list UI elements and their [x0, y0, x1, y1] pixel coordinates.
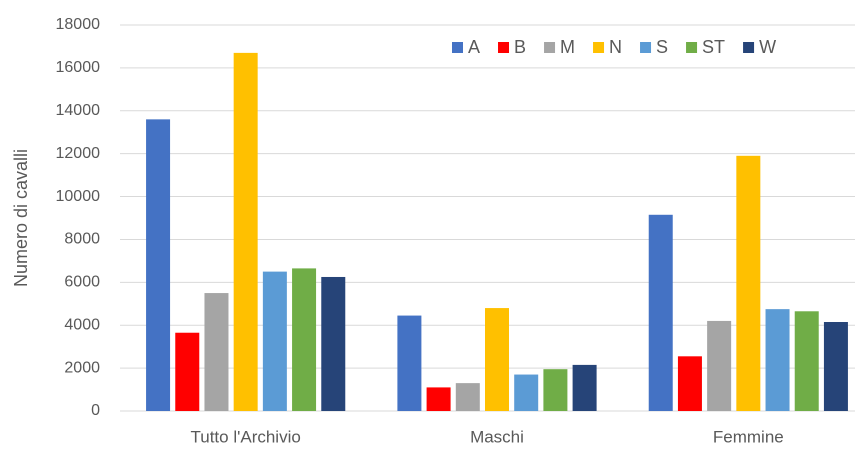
bar: [292, 268, 317, 411]
x-tick-label: Tutto l'Archivio: [191, 427, 301, 446]
x-tick-label: Maschi: [470, 427, 524, 446]
legend-label: ST: [702, 37, 725, 57]
bar: [397, 315, 422, 411]
bar: [543, 369, 568, 411]
bar: [262, 271, 287, 411]
y-tick-label: 6000: [64, 274, 100, 291]
legend-label: S: [656, 37, 668, 57]
y-tick-label: 2000: [64, 359, 100, 376]
bar: [823, 322, 848, 411]
legend-swatch: [593, 42, 605, 53]
bar: [426, 387, 451, 411]
y-tick-label: 8000: [64, 231, 100, 248]
legend-label: M: [560, 37, 575, 57]
bar: [455, 383, 480, 411]
legend-swatch: [743, 42, 755, 53]
y-tick-label: 18000: [56, 16, 101, 33]
legend-swatch: [544, 42, 556, 53]
y-tick-label: 14000: [56, 102, 101, 119]
bar: [146, 119, 171, 411]
y-tick-label: 16000: [56, 59, 101, 76]
bar: [707, 320, 732, 411]
y-tick-label: 4000: [64, 316, 100, 333]
bar: [677, 356, 702, 411]
legend-swatch: [498, 42, 510, 53]
legend-label: W: [759, 37, 776, 57]
bar: [175, 332, 200, 411]
y-axis-title: Numero di cavalli: [11, 149, 31, 287]
bar: [204, 293, 229, 411]
bar: [321, 276, 346, 411]
legend-label: N: [609, 37, 622, 57]
legend-label: B: [514, 37, 526, 57]
legend-label: A: [468, 37, 480, 57]
y-tick-label: 10000: [56, 188, 101, 205]
bar: [233, 52, 258, 411]
bar: [514, 374, 539, 411]
bar: [485, 308, 509, 411]
legend-swatch: [686, 42, 698, 53]
legend-swatch: [452, 42, 463, 53]
bar: [736, 155, 761, 411]
bar: [572, 364, 597, 411]
legend-swatch: [640, 42, 652, 53]
y-tick-label: 12000: [56, 145, 101, 162]
y-tick-label: 0: [91, 402, 100, 419]
bar: [765, 309, 790, 411]
x-tick-label: Femmine: [713, 427, 784, 446]
bar: [648, 214, 673, 411]
bar: [794, 311, 819, 411]
